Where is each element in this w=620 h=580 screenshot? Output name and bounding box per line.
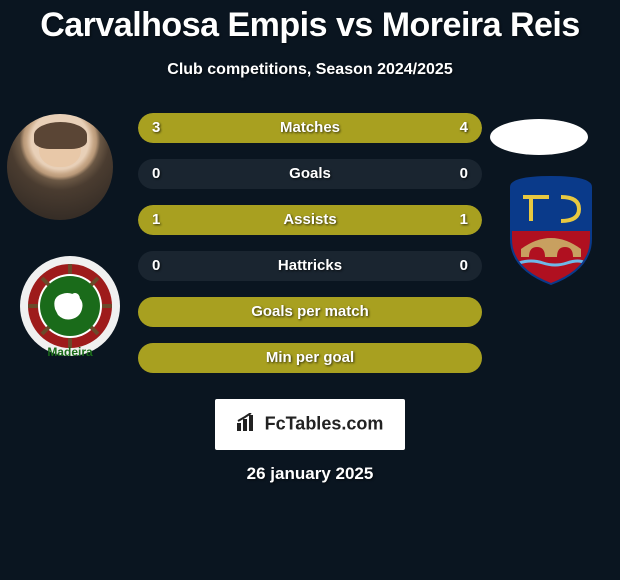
page-title: Carvalhosa Empis vs Moreira Reis [0,0,620,45]
stats-bars: Matches34Goals00Assists11Hattricks00Goal… [138,113,482,389]
attribution-box: FcTables.com [215,399,406,450]
stat-row: Goals per match [138,297,482,327]
player-right-photo [490,119,588,155]
stat-value-right: 1 [460,205,468,235]
comparison-area: Madeira Matches34Goals00Assists11H [0,109,620,399]
stat-label: Hattricks [138,251,482,281]
stat-value-right: 0 [460,251,468,281]
stat-row: Matches3 4 [138,113,482,143]
stat-value-right: 4 [460,113,468,143]
chart-icon [237,413,259,436]
team-left-logo: Madeira [20,249,120,364]
stat-label: Assists [138,205,482,235]
stat-row: Assists1 1 [138,205,482,235]
team-right-logo [500,169,602,287]
stat-row: Goals0 0 [138,159,482,189]
stat-value-right: 0 [460,159,468,189]
subtitle: Club competitions, Season 2024/2025 [0,61,620,79]
stat-label: Goals per match [138,297,482,327]
stat-value-left: 3 [152,113,160,143]
stat-row: Hattricks0 0 [138,251,482,281]
attribution-text: FcTables.com [265,413,384,433]
stat-value-left: 1 [152,205,160,235]
svg-text:Madeira: Madeira [47,345,93,359]
stat-value-left: 0 [152,251,160,281]
attribution: FcTables.com [0,399,620,450]
stat-row: Min per goal [138,343,482,373]
stat-label: Matches [138,113,482,143]
player-left-photo [7,114,113,220]
date: 26 january 2025 [0,464,620,484]
stat-label: Goals [138,159,482,189]
stat-label: Min per goal [138,343,482,373]
stat-value-left: 0 [152,159,160,189]
